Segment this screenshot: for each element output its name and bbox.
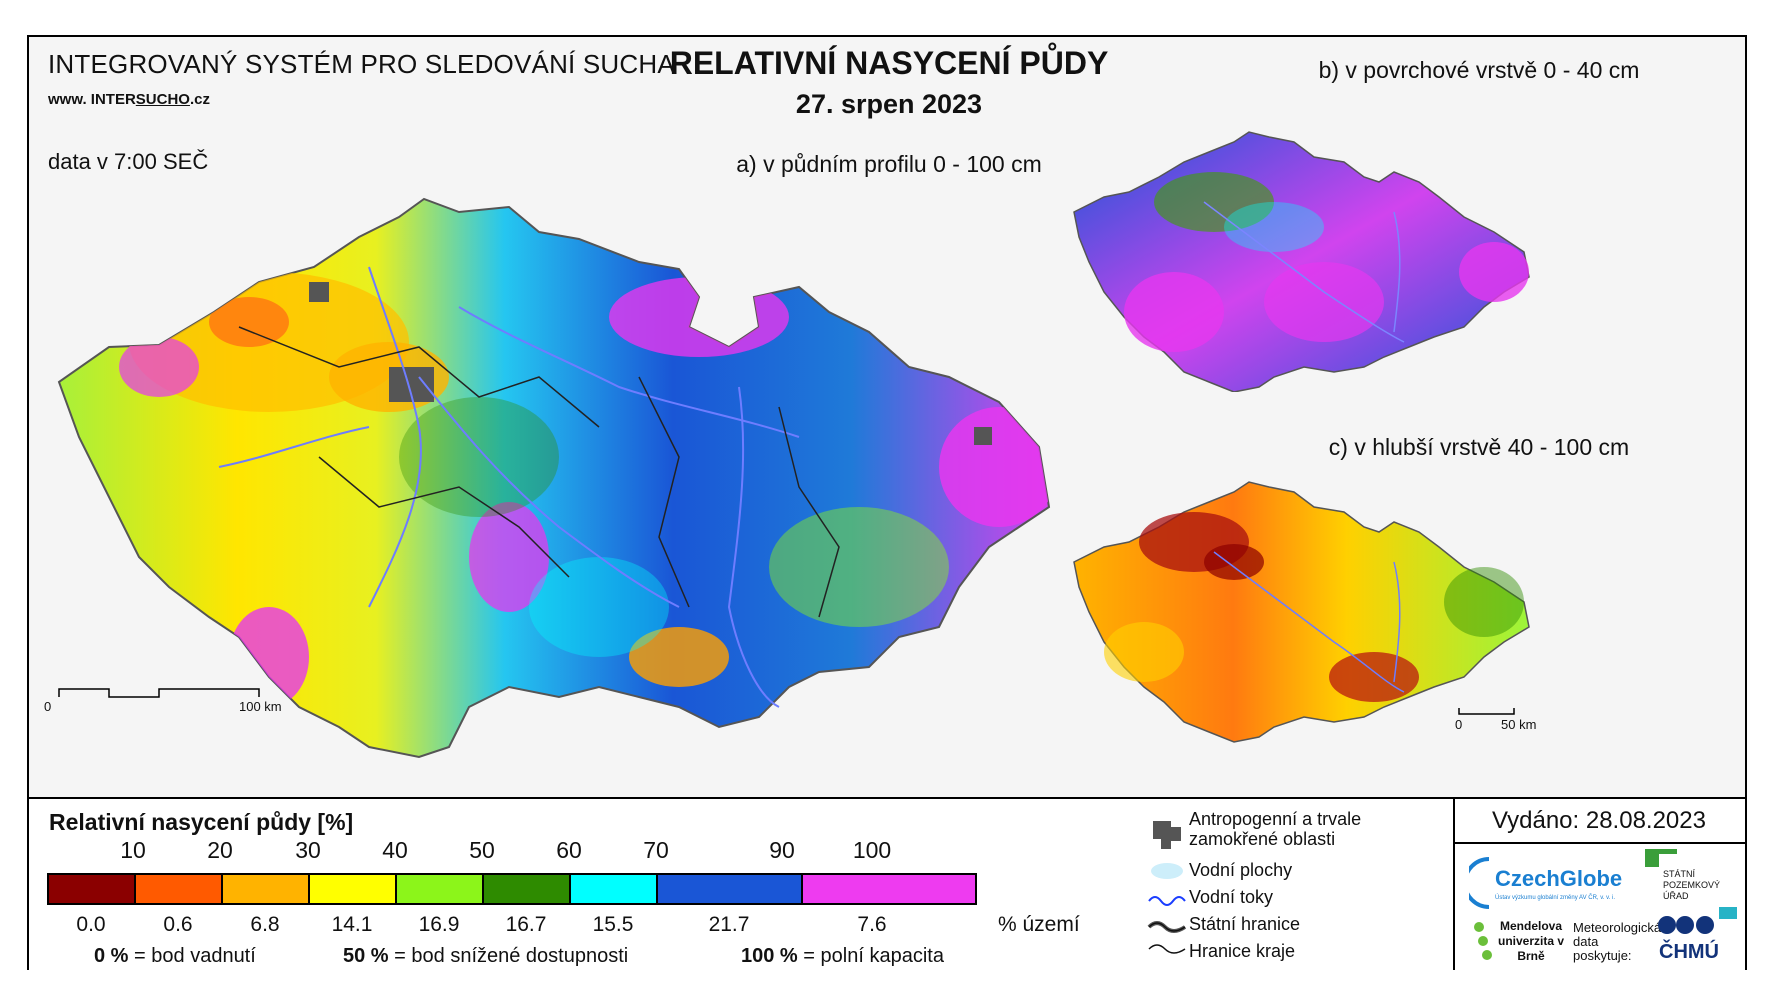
note-wilting-point: 0 % = bod vadnutí	[94, 945, 256, 967]
map-a-label: a) v půdním profilu 0 - 100 cm	[736, 151, 1042, 177]
area-pct: 16.7	[505, 913, 547, 936]
chmu-logo	[1658, 916, 1714, 934]
area-pct: 6.8	[250, 913, 280, 936]
area-pct: 15.5	[592, 913, 634, 936]
tick-label: 100	[852, 837, 892, 863]
legend-title: Relativní nasycení půdy [%]	[49, 809, 354, 835]
map-c-label: c) v hlubší vrstvě 40 - 100 cm	[1328, 434, 1630, 460]
meteo-data-label: Meteorologická data poskytuje:	[1573, 920, 1662, 963]
legend-panel: Relativní nasycení půdy [%] 10 20 30 40 …	[29, 797, 1745, 970]
figure-frame: INTEGROVANÝ SYSTÉM PRO SLEDOVÁNÍ SUCHA w…	[27, 35, 1747, 970]
map-date: 27. srpen 2023	[795, 89, 983, 119]
tick-label: 70	[643, 837, 669, 863]
class-40-50	[397, 875, 484, 903]
czechglobe-logo	[1469, 857, 1490, 909]
area-pct: 0.0	[76, 913, 106, 936]
scale-c-end: 50 km	[1501, 717, 1537, 732]
tick-label: 20	[207, 837, 233, 863]
scale-c-start: 0	[1455, 717, 1463, 732]
chmu-name: ČHMÚ	[1659, 941, 1719, 963]
class-70-90	[658, 875, 803, 903]
label-water-bodies: Vodní plochy	[1189, 860, 1293, 880]
label-rivers: Vodní toky	[1189, 887, 1274, 907]
class-20-30	[223, 875, 310, 903]
area-unit: % území	[998, 913, 1080, 936]
tick-label: 50	[469, 837, 495, 863]
region-border-icon	[1148, 944, 1186, 954]
water-body-icon	[1151, 863, 1183, 879]
website-link[interactable]: www. INTERSUCHO.cz	[48, 91, 210, 108]
mendelu-name: Mendelova univerzita v Brně	[1497, 919, 1565, 963]
class-30-40	[310, 875, 397, 903]
tick-label: 90	[769, 837, 795, 863]
tick-label: 10	[120, 837, 146, 863]
czechglobe-name: CzechGlobe	[1495, 866, 1623, 891]
divider	[1453, 842, 1745, 844]
main-title: RELATIVNÍ NASYCENÍ PŮDY	[669, 45, 1109, 81]
anthropogenic-icon	[1153, 821, 1181, 849]
area-pct: 21.7	[708, 913, 750, 936]
note-reduced-availability: 50 % = bod snížené dostupnosti	[343, 945, 629, 967]
symbol-legend-icons	[1147, 821, 1187, 954]
class-0-10	[49, 875, 136, 903]
label-region-border: Hranice kraje	[1189, 941, 1296, 961]
issued-date: Vydáno: 28.08.2023	[1492, 807, 1706, 834]
legend-color-bar	[47, 873, 977, 905]
divider	[1453, 799, 1455, 970]
scale-a-start: 0	[44, 699, 52, 714]
map-panel: INTEGROVANÝ SYSTÉM PRO SLEDOVÁNÍ SUCHA w…	[29, 37, 1745, 797]
class-50-60	[484, 875, 571, 903]
tick-label: 30	[295, 837, 321, 863]
area-pct: 0.6	[163, 913, 193, 936]
area-pct: 7.6	[857, 913, 887, 936]
class-10-20	[136, 875, 223, 903]
river-icon	[1148, 896, 1186, 906]
label-anthropogenic: Antropogenní a trvale zamokřené oblasti	[1189, 809, 1362, 849]
map-c-saturation-deep-layer	[1073, 481, 1530, 743]
area-pct: 14.1	[331, 913, 373, 936]
area-pct: 16.9	[418, 913, 460, 936]
system-title: INTEGROVANÝ SYSTÉM PRO SLEDOVÁNÍ SUCHA	[48, 49, 675, 79]
scale-a-end: 100 km	[239, 699, 282, 714]
map-b-saturation-surface-layer	[1073, 131, 1530, 392]
tick-label: 40	[382, 837, 408, 863]
map-a-saturation-full-profile	[57, 197, 1051, 759]
tick-label: 60	[556, 837, 582, 863]
label-state-border: Státní hranice	[1189, 914, 1301, 934]
spu-logo	[1645, 849, 1659, 867]
spu-name: STÁTNÍ POZEMKOVÝ ÚŘAD	[1663, 869, 1721, 901]
map-b-label: b) v povrchové vrstvě 0 - 40 cm	[1318, 57, 1640, 83]
czechglobe-subtitle: Ústav výzkumu globální změny AV ČR, v. v…	[1495, 895, 1616, 901]
class-60-70	[571, 875, 658, 903]
note-field-capacity: 100 % = polní kapacita	[741, 945, 944, 967]
data-time: data v 7:00 SEČ	[48, 149, 209, 174]
mendelu-logo	[1474, 922, 1492, 960]
class-90-100	[803, 875, 975, 903]
